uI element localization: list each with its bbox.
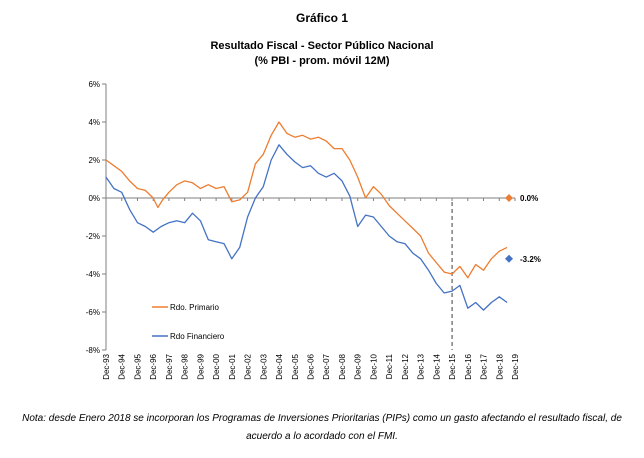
x-tick-label: Dec-08 [338,353,347,379]
x-tick-label: Dec-09 [354,353,363,379]
y-tick-label: -2% [86,232,100,241]
x-tick-label: Dec-00 [212,353,221,379]
y-tick-label: 6% [88,80,100,89]
x-tick-label: Dec-18 [495,353,504,379]
x-tick-label: Dec-11 [385,353,394,379]
x-tick-label: Dec-04 [275,353,284,379]
y-tick-label: 4% [88,118,100,127]
legend-label: Rdo Financiero [170,332,225,341]
x-tick-label: Dec-14 [432,353,441,379]
x-tick-label: Dec-06 [307,353,316,379]
y-tick-label: 0% [88,194,100,203]
x-tick-label: Dec-10 [369,353,378,379]
figure-label: Gráfico 1 [296,11,348,25]
x-axis: Dec-93 Dec-94 Dec-95 Dec-96 Dec-97 Dec-98 Dec-… [102,197,520,380]
chart-subtitle: (% PBI - prom. móvil 12M) [254,55,389,67]
y-tick-label: -8% [86,346,100,355]
y-tick-label: -4% [86,270,100,279]
end-markers: 0.0% -3.2% [505,194,541,264]
series-line-financiero [105,144,508,311]
x-tick-label: Dec-95 [133,353,142,379]
x-tick-label: Dec-15 [448,353,457,379]
end-marker-label: 0.0% [520,194,538,203]
plot-lines [105,121,508,350]
y-tick-label: -6% [86,308,100,317]
x-tick-label: Dec-02 [244,353,253,379]
x-tick-label: Dec-05 [291,353,300,379]
x-tick-label: Dec-96 [149,353,158,379]
end-marker-label: -3.2% [520,255,541,264]
x-tick-label: Dec-03 [259,353,268,379]
y-tick-label: 2% [88,156,100,165]
x-tick-label: Dec-01 [228,353,237,379]
legend-label: Rdo. Primario [170,303,219,312]
x-tick-label: Dec-93 [102,353,111,379]
y-axis: 6% 4% 2% 0% -2% -4% -6% -8% [86,80,107,355]
chart-title: Resultado Fiscal - Sector Público Nacion… [210,40,433,52]
x-tick-label: Dec-07 [322,353,331,379]
x-tick-label: Dec-19 [511,353,520,379]
legend: Rdo. Primario Rdo Financiero [152,303,225,341]
end-marker-diamond [505,254,513,263]
end-marker-diamond [505,194,513,202]
x-tick-label: Dec-99 [196,353,205,379]
x-tick-label: Dec-12 [401,353,410,379]
series-line-primario [105,121,508,279]
x-tick-label: Dec-16 [464,353,473,379]
chart-note: Nota: desde Enero 2018 se incorporan los… [22,413,622,442]
x-tick-label: Dec-13 [417,353,426,379]
x-tick-label: Dec-98 [181,353,190,379]
x-tick-label: Dec-17 [480,353,489,379]
x-tick-label: Dec-97 [165,353,174,379]
x-tick-label: Dec-94 [118,353,127,379]
